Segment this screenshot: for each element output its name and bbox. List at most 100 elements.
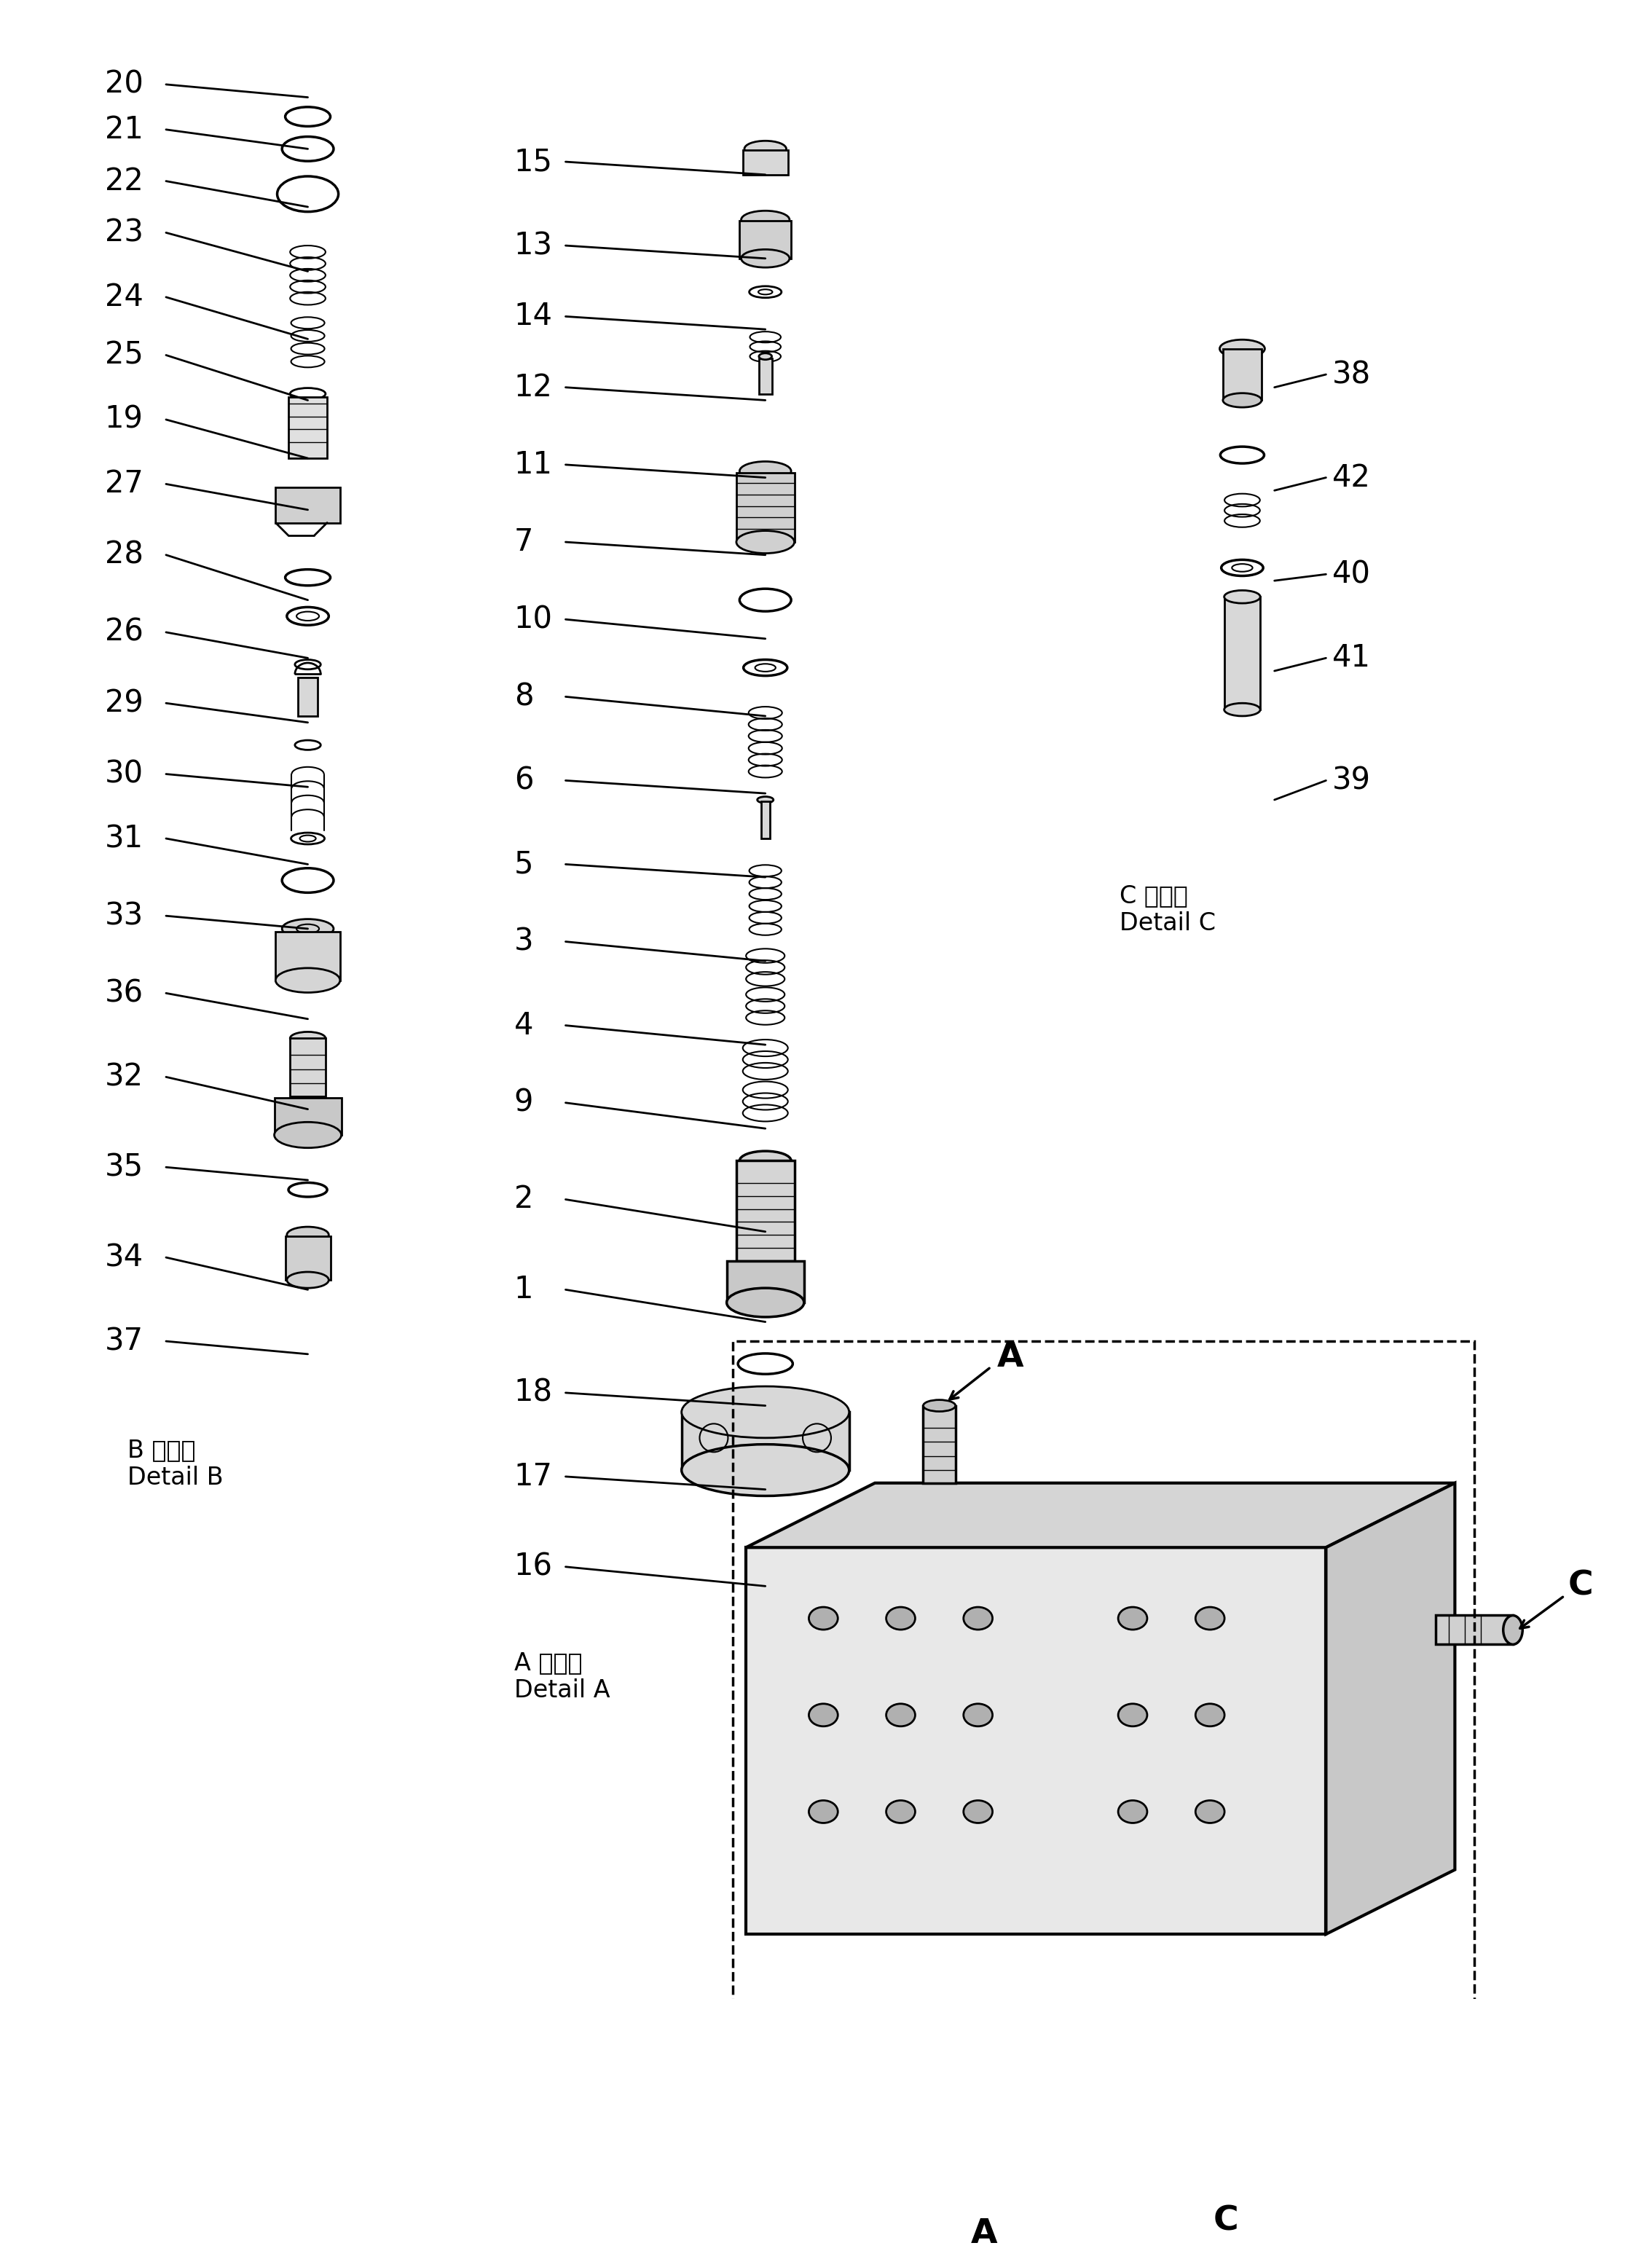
Ellipse shape	[1196, 1703, 1224, 1726]
Text: 34: 34	[104, 1242, 144, 1272]
Text: 31: 31	[104, 822, 144, 854]
Text: 23: 23	[104, 217, 144, 248]
Polygon shape	[747, 1482, 1455, 1547]
Text: 32: 32	[104, 1062, 144, 1093]
Ellipse shape	[809, 1703, 838, 1726]
Bar	[737, 472, 795, 542]
Text: 27: 27	[104, 468, 144, 499]
Ellipse shape	[291, 1032, 325, 1044]
Text: 30: 30	[104, 759, 144, 788]
Text: 38: 38	[1333, 359, 1371, 391]
Ellipse shape	[1224, 590, 1260, 603]
Ellipse shape	[737, 531, 795, 553]
Ellipse shape	[758, 352, 771, 359]
Ellipse shape	[1222, 393, 1262, 407]
Ellipse shape	[742, 210, 790, 228]
Text: C 詳　細
Detail C: C 詳 細 Detail C	[1120, 883, 1216, 935]
Text: 35: 35	[104, 1152, 144, 1181]
Text: 37: 37	[104, 1326, 144, 1355]
Text: 17: 17	[514, 1462, 552, 1491]
Ellipse shape	[885, 1703, 915, 1726]
Text: 21: 21	[104, 115, 144, 145]
Text: 6: 6	[514, 766, 534, 795]
Text: 19: 19	[104, 404, 144, 436]
Bar	[923, 1405, 955, 1482]
Ellipse shape	[740, 1152, 791, 1170]
Bar	[289, 1039, 325, 1096]
Bar	[682, 1412, 849, 1471]
Ellipse shape	[727, 1288, 805, 1317]
Ellipse shape	[885, 1606, 915, 1629]
Ellipse shape	[1118, 1800, 1146, 1823]
Ellipse shape	[809, 1800, 838, 1823]
Text: A 詳　細
Detail A: A 詳 細 Detail A	[514, 1651, 610, 1703]
Text: 22: 22	[104, 165, 144, 197]
Ellipse shape	[274, 1123, 342, 1148]
Text: 20: 20	[104, 70, 144, 99]
Bar	[1036, 2051, 1075, 2146]
Polygon shape	[747, 1547, 1327, 1934]
Ellipse shape	[1219, 339, 1265, 357]
Text: 11: 11	[514, 450, 553, 479]
Text: 24: 24	[104, 282, 144, 312]
Text: 10: 10	[514, 603, 553, 635]
Bar	[743, 149, 788, 174]
Text: 12: 12	[514, 373, 552, 402]
Bar	[1436, 1615, 1513, 1645]
Ellipse shape	[742, 248, 790, 267]
Bar	[1222, 348, 1262, 400]
Bar	[289, 398, 327, 459]
Text: 36: 36	[104, 978, 144, 1008]
Text: 8: 8	[514, 682, 534, 712]
Text: 2: 2	[514, 1184, 534, 1215]
Ellipse shape	[1036, 2042, 1075, 2058]
Ellipse shape	[1118, 1703, 1146, 1726]
Text: 25: 25	[104, 339, 144, 370]
Bar	[740, 221, 791, 258]
Ellipse shape	[1196, 1606, 1224, 1629]
Bar	[762, 802, 770, 838]
Text: B 詳　細
Detail B: B 詳 細 Detail B	[127, 1439, 223, 1489]
Ellipse shape	[682, 1444, 849, 1495]
Ellipse shape	[963, 1800, 993, 1823]
Text: 4: 4	[514, 1010, 534, 1041]
Ellipse shape	[745, 140, 786, 156]
Ellipse shape	[809, 1606, 838, 1629]
Bar	[737, 1161, 795, 1261]
Polygon shape	[1327, 1482, 1455, 1934]
Text: 26: 26	[104, 617, 144, 648]
Text: 15: 15	[514, 147, 553, 176]
Ellipse shape	[963, 1606, 993, 1629]
Text: 40: 40	[1333, 558, 1371, 590]
Ellipse shape	[1196, 1800, 1224, 1823]
Ellipse shape	[963, 1703, 993, 1726]
Text: 33: 33	[104, 901, 144, 931]
Ellipse shape	[287, 1272, 329, 1288]
Text: A: A	[996, 1342, 1024, 1373]
Text: 39: 39	[1333, 766, 1371, 795]
Bar	[727, 1261, 805, 1303]
Bar	[758, 359, 771, 393]
Ellipse shape	[1118, 1606, 1146, 1629]
Text: 42: 42	[1333, 463, 1371, 492]
Bar	[1224, 596, 1260, 709]
Bar	[276, 933, 340, 980]
Bar	[940, 2139, 1229, 2205]
Text: 3: 3	[514, 926, 534, 958]
Ellipse shape	[282, 919, 334, 937]
Ellipse shape	[1503, 1615, 1523, 1645]
Ellipse shape	[276, 969, 340, 992]
Bar	[286, 1236, 330, 1281]
Bar	[733, 1342, 1474, 2243]
Text: 1: 1	[514, 1274, 534, 1306]
Text: C: C	[1214, 2205, 1239, 2236]
Ellipse shape	[757, 797, 773, 802]
Bar	[274, 1098, 342, 1134]
Ellipse shape	[923, 1401, 955, 1412]
Text: 13: 13	[514, 230, 553, 260]
Text: 28: 28	[104, 540, 144, 569]
Ellipse shape	[740, 461, 791, 481]
Text: 29: 29	[104, 687, 144, 718]
Bar	[297, 678, 317, 716]
Text: 7: 7	[514, 526, 534, 558]
